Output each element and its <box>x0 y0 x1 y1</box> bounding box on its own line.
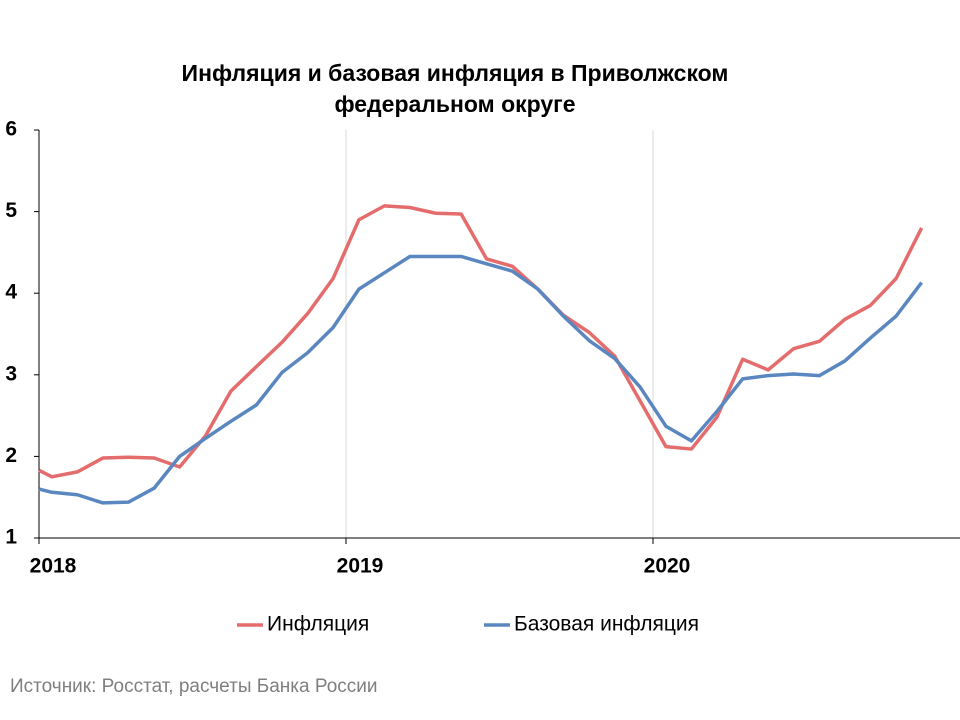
legend-label: Базовая инфляция <box>514 613 699 636</box>
legend-label: Инфляция <box>267 613 369 636</box>
x-tick-label: 2018 <box>30 555 77 578</box>
y-tick-label: 5 <box>5 199 17 222</box>
y-tick-label: 3 <box>5 362 17 385</box>
y-tick-label: 6 <box>5 118 17 141</box>
source-note: Источник: Росстат, расчеты Банка России <box>10 676 378 697</box>
y-tick-label: 1 <box>5 526 17 549</box>
series-line <box>38 254 924 505</box>
chart-title: Инфляция и базовая инфляция в Приволжско… <box>181 60 729 117</box>
series-line <box>38 204 924 479</box>
y-tick-label: 2 <box>5 444 17 467</box>
x-tick-label: 2020 <box>644 555 691 578</box>
x-tick-label: 2019 <box>337 555 384 578</box>
y-tick-label: 4 <box>5 281 17 304</box>
